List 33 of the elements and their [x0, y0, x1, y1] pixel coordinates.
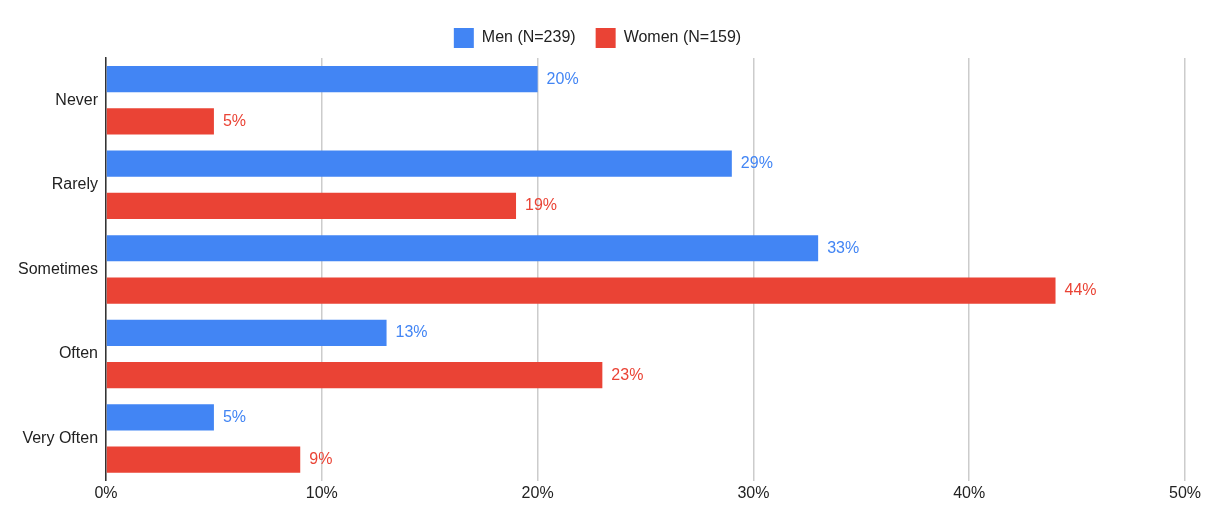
x-tick-label: 30%: [737, 483, 770, 501]
y-tick-label: Very Often: [22, 428, 99, 446]
data-label: 29%: [740, 154, 773, 172]
y-tick-label: Never: [55, 90, 99, 108]
x-tick-label: 10%: [305, 483, 338, 501]
x-tick-label: 40%: [953, 483, 986, 501]
data-label: 5%: [222, 407, 247, 425]
bar: [106, 277, 1056, 304]
bar: [106, 192, 517, 220]
legend-label: Men (N=239): [481, 28, 576, 46]
data-label: 33%: [827, 238, 860, 256]
bar: [106, 150, 732, 177]
data-label: 44%: [1064, 280, 1097, 298]
bar: [106, 319, 387, 346]
data-label: 19%: [525, 196, 558, 214]
bar: [106, 108, 214, 135]
data-label: 23%: [611, 365, 644, 383]
bar: [106, 361, 603, 389]
x-tick-label: 50%: [1168, 483, 1202, 501]
y-tick-label: Sometimes: [17, 259, 99, 277]
data-label: 9%: [309, 450, 333, 468]
x-tick-label: 0%: [94, 483, 118, 501]
y-tick-label: Rarely: [51, 175, 99, 193]
x-tick-label: 20%: [521, 483, 554, 501]
bar: [106, 404, 214, 431]
data-label: 13%: [395, 323, 428, 341]
y-tick-label: Often: [58, 344, 99, 362]
data-label: 20%: [546, 69, 579, 87]
bar: [106, 446, 301, 473]
data-label: 5%: [222, 111, 247, 129]
bar: [106, 235, 819, 262]
bar: [106, 66, 538, 93]
legend-label: Women (N=159): [623, 28, 742, 46]
